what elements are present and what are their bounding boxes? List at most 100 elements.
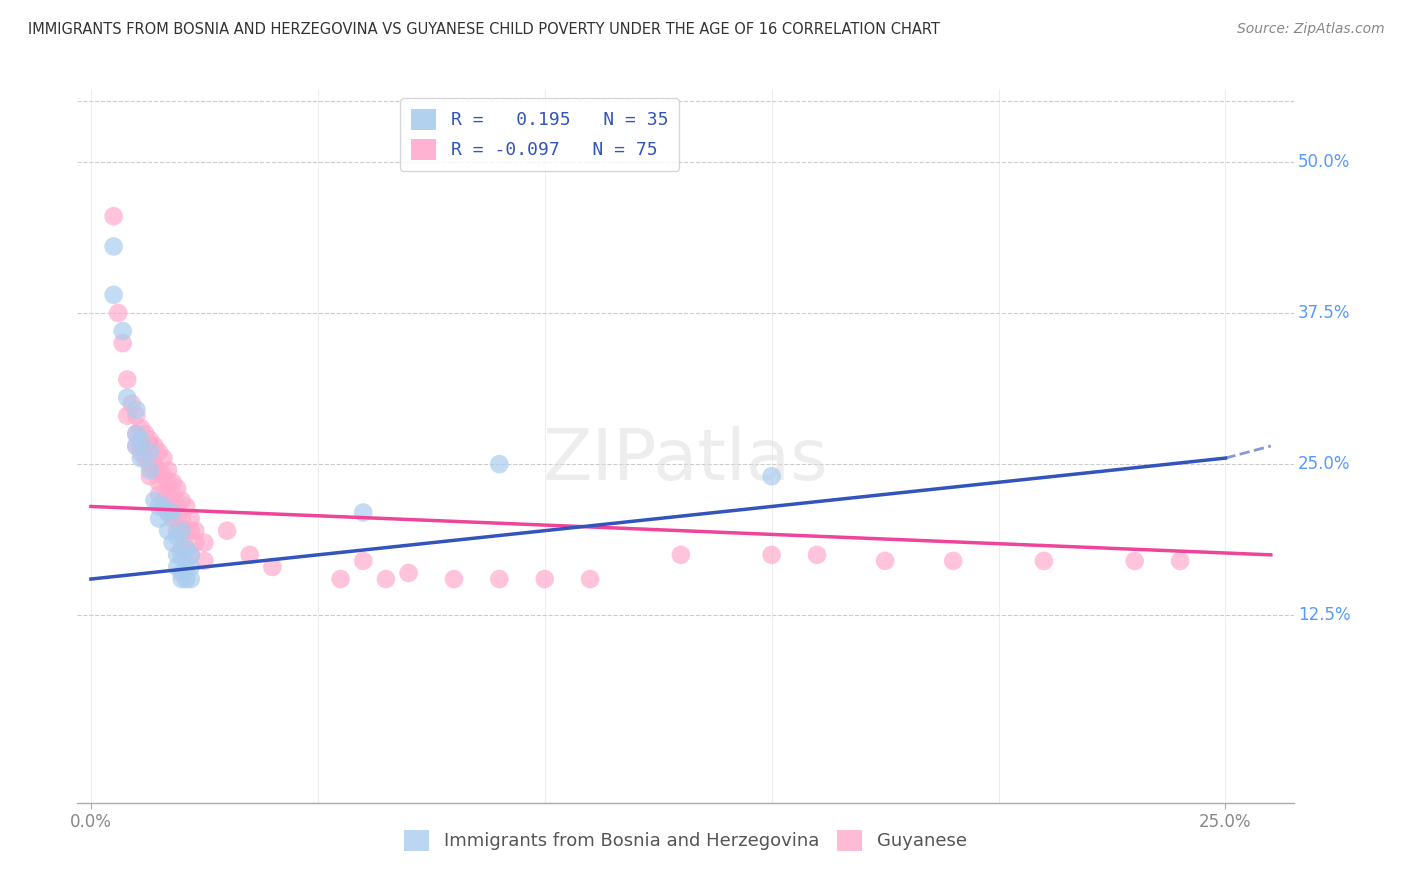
Point (193, 535, 215, 549)
Point (117, 391, 139, 405)
Point (398, 566, 420, 580)
Point (125, 409, 148, 423)
Point (488, 572, 510, 586)
Point (806, 548, 828, 562)
Text: 12.5%: 12.5% (1298, 607, 1351, 624)
Point (170, 524, 193, 538)
Point (129, 433, 152, 447)
Point (125, 439, 148, 453)
Point (152, 500, 174, 514)
Point (166, 530, 188, 544)
Point (103, 209, 125, 223)
Point (121, 397, 143, 411)
Point (125, 426, 148, 441)
Point (166, 524, 188, 538)
Point (374, 572, 396, 586)
Point (129, 451, 152, 466)
Point (103, 288, 125, 302)
Point (129, 421, 152, 435)
Point (129, 445, 152, 459)
Point (352, 554, 374, 568)
Point (174, 524, 197, 538)
Point (157, 524, 180, 538)
Point (107, 306, 129, 320)
Point (148, 500, 170, 514)
Point (166, 500, 188, 514)
Point (157, 506, 180, 520)
Point (157, 487, 180, 501)
Point (180, 511, 202, 525)
Point (166, 511, 188, 525)
Point (162, 500, 184, 514)
Point (166, 481, 188, 495)
Text: IMMIGRANTS FROM BOSNIA AND HERZEGOVINA VS GUYANESE CHILD POVERTY UNDER THE AGE O: IMMIGRANTS FROM BOSNIA AND HERZEGOVINA V… (28, 22, 941, 37)
Point (1123, 554, 1146, 568)
Point (152, 493, 174, 508)
Point (180, 572, 202, 586)
Point (579, 572, 602, 586)
Point (117, 372, 139, 386)
Point (139, 457, 162, 471)
Point (217, 524, 239, 538)
Point (148, 445, 170, 459)
Point (162, 506, 184, 520)
Point (170, 566, 193, 580)
Point (166, 548, 188, 562)
Point (162, 487, 184, 501)
Point (129, 439, 152, 453)
Point (180, 524, 202, 538)
Point (157, 463, 180, 477)
Point (329, 572, 352, 586)
Point (174, 560, 197, 574)
Point (162, 475, 184, 490)
Point (174, 500, 197, 514)
Point (170, 541, 193, 556)
Point (184, 535, 207, 549)
Point (139, 439, 162, 453)
Point (1168, 554, 1191, 568)
Text: 25.0%: 25.0% (1298, 455, 1351, 473)
Text: ZIPatlas: ZIPatlas (543, 425, 828, 495)
Point (174, 572, 197, 586)
Point (143, 457, 166, 471)
Point (761, 548, 783, 562)
Point (148, 475, 170, 490)
Point (162, 511, 184, 525)
Point (170, 493, 193, 508)
Point (139, 445, 162, 459)
Text: 50.0%: 50.0% (1298, 153, 1350, 170)
Text: 37.5%: 37.5% (1298, 304, 1351, 322)
Point (143, 493, 166, 508)
Point (103, 239, 125, 253)
Point (174, 541, 197, 556)
Point (117, 409, 139, 423)
Point (180, 548, 202, 562)
Point (152, 451, 174, 466)
Point (942, 554, 965, 568)
Point (669, 548, 692, 562)
Point (761, 469, 783, 483)
Point (162, 535, 184, 549)
Point (239, 548, 262, 562)
Point (533, 572, 555, 586)
Point (139, 469, 162, 483)
Point (125, 402, 148, 417)
Point (875, 554, 897, 568)
Point (157, 475, 180, 490)
Text: Source: ZipAtlas.com: Source: ZipAtlas.com (1237, 22, 1385, 37)
Point (180, 548, 202, 562)
Point (170, 548, 193, 562)
Point (134, 451, 156, 466)
Point (443, 572, 465, 586)
Point (170, 524, 193, 538)
Point (174, 541, 197, 556)
Point (184, 524, 207, 538)
Point (157, 506, 180, 520)
Point (111, 324, 134, 338)
Point (180, 560, 202, 574)
Point (152, 469, 174, 483)
Point (139, 433, 162, 447)
Point (193, 554, 215, 568)
Point (352, 506, 374, 520)
Point (148, 487, 170, 501)
